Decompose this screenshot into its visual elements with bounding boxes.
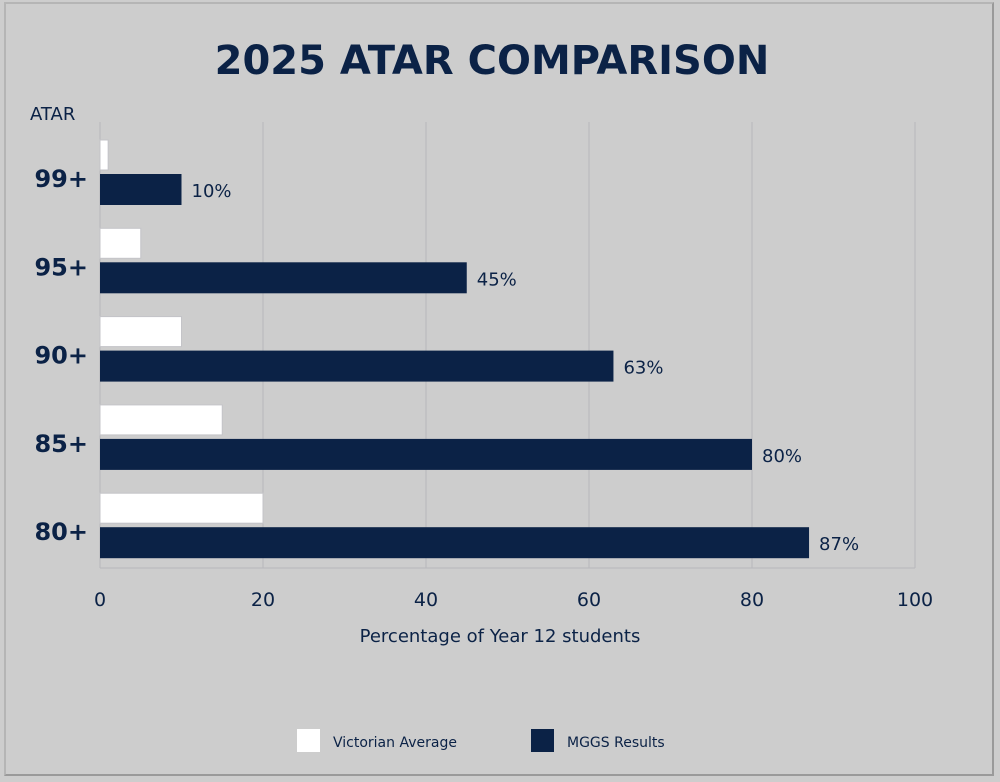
bar-mggs-results [100, 174, 182, 205]
x-tick-label: 60 [577, 589, 601, 611]
legend-label: MGGS Results [567, 735, 665, 751]
category-label: 80+ [34, 518, 88, 546]
bar-victorian-average [99, 492, 264, 524]
legend-label: Victorian Average [333, 735, 457, 751]
data-label: 10% [192, 181, 232, 202]
bar-victorian-average [99, 316, 182, 348]
bar-victorian-average [99, 404, 223, 436]
chart-title: 2025 ATAR COMPARISON [215, 38, 770, 84]
bar-mggs-results [100, 527, 810, 559]
x-tick-label: 80 [740, 589, 764, 611]
category-label: 85+ [34, 430, 88, 458]
category-label: 90+ [34, 342, 88, 370]
x-tick-label: 20 [251, 589, 275, 611]
bar-mggs-results [100, 350, 614, 382]
legend-swatch [297, 729, 320, 752]
bar-mggs-results [100, 262, 467, 294]
data-label: 45% [477, 269, 517, 290]
category-label: 99+ [34, 165, 88, 193]
x-tick-label: 40 [414, 589, 438, 611]
x-tick-label: 100 [897, 589, 933, 611]
category-label: 95+ [34, 253, 88, 281]
chart-frame [4, 2, 994, 776]
data-label: 87% [819, 534, 859, 555]
x-axis-label: Percentage of Year 12 students [360, 626, 641, 647]
data-label: 80% [762, 446, 802, 467]
y-axis-label: ATAR [30, 104, 75, 125]
bar-mggs-results [100, 438, 752, 470]
bar-victorian-average [99, 227, 142, 259]
x-tick-label: 0 [94, 589, 106, 611]
bar-victorian-average [99, 139, 109, 171]
legend-swatch [531, 729, 554, 752]
data-label: 63% [623, 358, 663, 379]
